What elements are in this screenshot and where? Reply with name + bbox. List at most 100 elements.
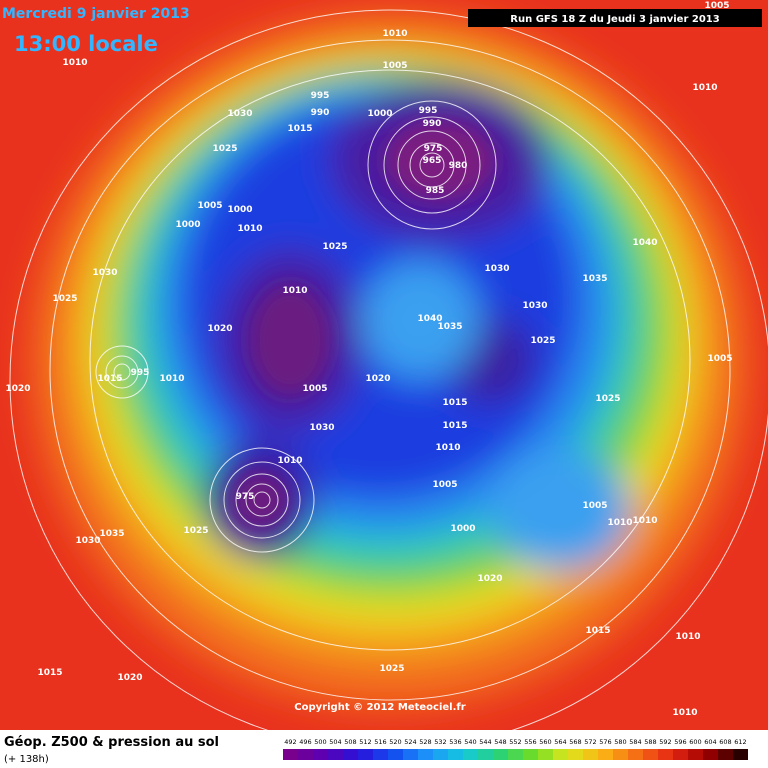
isobar-label: 1005 [704,1,729,11]
isobar-label: 1020 [207,324,232,334]
isobar-label: 1025 [212,144,237,154]
scale-swatch [553,749,568,760]
scale-label: 500 [314,738,326,746]
isobar-label: 1000 [367,109,392,119]
isobar-label: 1025 [530,336,555,346]
run-label: Run GFS 18 Z du Jeudi 3 janvier 2013 [510,14,719,25]
scale-label: 548 [494,738,506,746]
isobar-label: 1015 [287,124,312,134]
scale-label: 492 [284,738,296,746]
isobar-label: 1030 [484,264,509,274]
isobar-label: 1010 [62,58,87,68]
scale-label: 600 [689,738,701,746]
isobar-label: 1030 [227,109,252,119]
scale-swatch [733,749,748,760]
isobar-label: 965 [423,156,442,166]
isobar-label: 1005 [582,501,607,511]
scale-swatch [298,749,313,760]
scale-label: 552 [509,738,521,746]
isobar-label: 990 [423,119,442,129]
isobar-label: 1040 [632,238,657,248]
scale-label: 508 [344,738,356,746]
isobar-label: 990 [311,108,330,118]
scale-swatch [373,749,388,760]
isobar-label: 1025 [183,526,208,536]
scale-label: 580 [614,738,626,746]
scale-swatch [493,749,508,760]
scale-swatch [283,749,298,760]
scale-label: 612 [734,738,746,746]
isobar-label: 1010 [632,516,657,526]
isobar-label: 1025 [322,242,347,252]
isobar-label: 1015 [442,398,467,408]
scale-label: 596 [674,738,686,746]
isobar-label: 1010 [692,83,717,93]
isobar-label: 1015 [442,421,467,431]
isobar-label: 975 [236,492,255,502]
scale-swatch [328,749,343,760]
scale-label: 544 [479,738,491,746]
scale-label: 504 [329,738,341,746]
scale-swatch [568,749,583,760]
scale-swatch [433,749,448,760]
isobar-label: 1000 [175,220,200,230]
isobar-label: 1025 [595,394,620,404]
isobar-label: 980 [449,161,468,171]
map-field [0,0,768,730]
isobar-label: 1040 [417,314,442,324]
scale-swatch [448,749,463,760]
scale-swatch [628,749,643,760]
scale-label: 568 [569,738,581,746]
isobar-label: 995 [311,91,330,101]
isobar-label: 1035 [582,274,607,284]
isobar-label: 1010 [237,224,262,234]
isobar-label: 1030 [309,423,334,433]
scale-label: 536 [449,738,461,746]
isobar-label: 1020 [117,673,142,683]
scale-swatch [658,749,673,760]
scale-label: 540 [464,738,476,746]
scale-label: 564 [554,738,566,746]
copyright: Copyright © 2012 Meteociel.fr [294,702,465,713]
isobar-label: 1005 [707,354,732,364]
scale-label: 584 [629,738,641,746]
isobar-label: 1015 [37,668,62,678]
isobar-label: 1010 [435,443,460,453]
scale-swatch [313,749,328,760]
isobar-label: 995 [419,106,438,116]
isobar-label: 985 [426,186,445,196]
scale-swatch [643,749,658,760]
isobar-label: 1005 [197,201,222,211]
scale-swatch [718,749,733,760]
isobar-label: 1010 [675,632,700,642]
scale-label: 608 [719,738,731,746]
isobar-label: 1000 [227,205,252,215]
scale-label: 560 [539,738,551,746]
isobar-label: 1020 [477,574,502,584]
scale-swatch [418,749,433,760]
date-label: Mercredi 9 janvier 2013 [2,6,190,22]
isobar-label: 1010 [607,518,632,528]
isobar-label: 975 [424,144,443,154]
scale-swatch [403,749,418,760]
scale-swatch [613,749,628,760]
scale-label: 588 [644,738,656,746]
isobar-label: 1020 [365,374,390,384]
scale-label: 516 [374,738,386,746]
isobar-label: 995 [131,368,150,378]
scale-label: 556 [524,738,536,746]
isobar-label: 1025 [379,664,404,674]
isobar-label: 1030 [522,301,547,311]
footer-subtitle: (+ 138h) [4,754,49,765]
isobar-label: 1005 [382,61,407,71]
scale-label: 604 [704,738,716,746]
scale-label: 532 [434,738,446,746]
scale-label: 572 [584,738,596,746]
scale-label: 520 [389,738,401,746]
color-scale: 492 496 500 504 508 512 516 520 524 528 532 536 540 5… [283,738,748,760]
isobar-label: 1020 [5,384,30,394]
scale-label: 576 [599,738,611,746]
time-label: 13:00 locale [14,32,158,56]
isobar-label: 1030 [75,536,100,546]
isobar-label: 1005 [302,384,327,394]
